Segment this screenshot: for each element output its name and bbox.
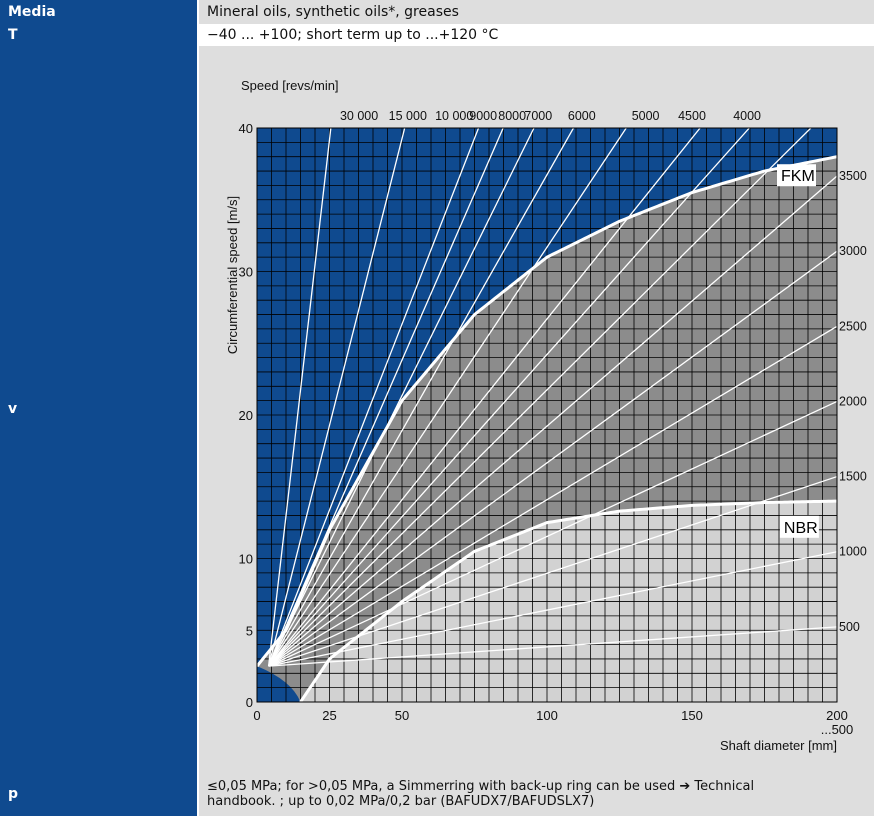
x-tick-label: 0 xyxy=(253,708,260,723)
rpm-label-right: 1500 xyxy=(839,470,867,484)
speed-row: v FKM NBR 0 25 50 100 150 200 ...500 0 5 10 20 30 40 Sh… xyxy=(0,46,874,772)
temperature-label: T xyxy=(0,24,197,46)
temperature-row: T −40 ... +100; short term up to ...+120… xyxy=(0,24,874,46)
fkm-label: FKM xyxy=(781,168,815,185)
nbr-curve xyxy=(299,499,837,702)
speed-chart: FKM NBR 0 25 50 100 150 200...500 0 5 10 20 30 40 Shaf… xyxy=(225,78,867,753)
speed-line xyxy=(268,626,837,667)
rpm-label-top: 15 000 xyxy=(389,109,427,123)
media-value: Mineral oils, synthetic oils*, greases xyxy=(199,0,874,24)
pressure-value-line1: ≤0,05 MPa; for >0,05 MPa, a Simmerring w… xyxy=(207,779,755,794)
x-tick-label: ...500 xyxy=(821,722,854,737)
x-tick-label: 150 xyxy=(681,708,703,723)
nbr-label-bg xyxy=(779,515,819,538)
speed-line xyxy=(267,128,480,667)
x-tick-label: 200 xyxy=(826,708,848,723)
rpm-label-top: 9000 xyxy=(469,109,497,123)
rpm-label-right: 2500 xyxy=(839,319,867,333)
plot-border xyxy=(256,127,838,703)
y-tick-label: 20 xyxy=(239,408,253,423)
rpm-label-right: 3000 xyxy=(839,244,867,258)
rpm-label-right: 1000 xyxy=(839,545,867,559)
rpm-label-top: 6000 xyxy=(568,109,596,123)
fkm-label-group: FKM xyxy=(777,164,816,187)
speed-line xyxy=(268,128,627,667)
rpm-label-top: 30 000 xyxy=(340,109,378,123)
speed-line xyxy=(268,128,750,667)
media-label: Media xyxy=(0,0,197,24)
rpm-label-top: 10 000 xyxy=(435,109,473,123)
pressure-label: p xyxy=(0,772,197,816)
speed-line xyxy=(268,175,837,667)
y-tick-label: 10 xyxy=(239,552,253,567)
speed-line xyxy=(268,325,837,667)
pressure-value: ≤0,05 MPa; for >0,05 MPa, a Simmerring w… xyxy=(199,772,874,816)
x-tick-label: 50 xyxy=(395,708,409,723)
rpm-label-top: 8000 xyxy=(498,109,526,123)
x-axis-label: Shaft diameter [mm] xyxy=(720,738,837,753)
x-tick-label: 25 xyxy=(322,708,336,723)
y-axis-label: Circumferential speed [m/s] xyxy=(225,196,240,354)
y-tick-label: 40 xyxy=(239,121,253,136)
speed-line xyxy=(268,250,837,667)
y-tick-label: 0 xyxy=(246,695,253,710)
fkm-curve xyxy=(257,155,837,668)
pressure-row: p ≤0,05 MPa; for >0,05 MPa, a Simmerring… xyxy=(0,772,874,816)
y-tick-label: 30 xyxy=(239,265,253,280)
speed-line xyxy=(268,128,535,667)
speed-line xyxy=(267,128,406,667)
x-tick-label: 100 xyxy=(536,708,558,723)
y-tick-label: 5 xyxy=(246,623,253,638)
media-row: Media Mineral oils, synthetic oils*, gre… xyxy=(0,0,874,24)
rpm-label-top: 7000 xyxy=(524,109,552,123)
speed-line xyxy=(268,551,837,667)
speed-chart-cell: FKM NBR 0 25 50 100 150 200 ...500 0 5 10 20 30 40 Shaf… xyxy=(199,46,874,772)
temperature-value: −40 ... +100; short term up to ...+120 °… xyxy=(199,24,874,46)
curves xyxy=(257,155,837,702)
top-axis-label: Speed [revs/min] xyxy=(241,78,339,93)
origin-region xyxy=(257,666,301,702)
fkm-label-bg xyxy=(777,164,816,187)
rpm-label-right: 2000 xyxy=(839,394,867,408)
speed-line xyxy=(268,400,837,667)
speed-line xyxy=(267,128,332,667)
speed-line xyxy=(268,475,837,667)
rpm-label-top: 4000 xyxy=(733,109,761,123)
rpm-label-top: 4500 xyxy=(678,109,706,123)
speed-lines xyxy=(267,128,837,667)
rpm-label-right: 500 xyxy=(839,620,860,634)
nbr-label-group: NBR xyxy=(779,515,819,538)
speed-line xyxy=(268,128,812,667)
nbr-label: NBR xyxy=(784,520,818,537)
grid xyxy=(257,128,837,702)
rpm-label-top: 5000 xyxy=(632,109,660,123)
rpm-label-right: 3500 xyxy=(839,169,867,183)
speed-line xyxy=(268,128,575,667)
pressure-value-line2: handbook. ; up to 0,02 MPa/0,2 bar (BAFU… xyxy=(207,794,595,809)
speed-label: v xyxy=(0,46,197,772)
